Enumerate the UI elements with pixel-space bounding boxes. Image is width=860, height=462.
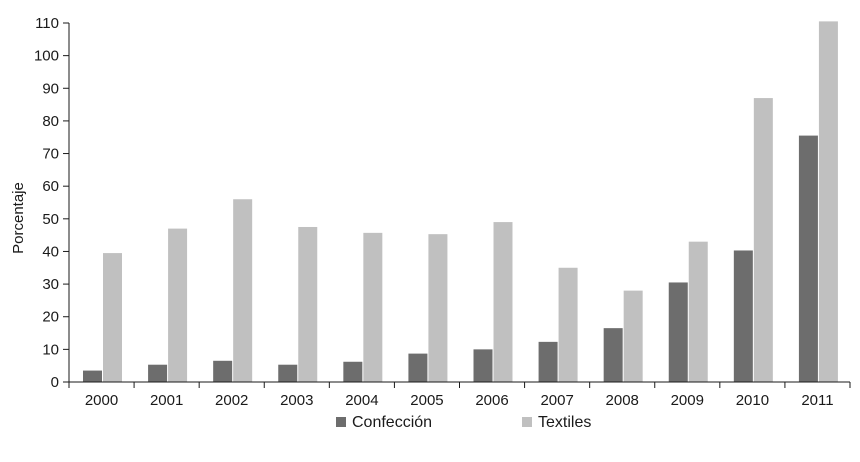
bar-textiles [559,268,578,382]
y-tick-label: 60 [42,178,59,195]
y-tick-label: 30 [42,276,59,293]
y-axis: 0 10 20 30 40 50 60 70 80 90 100 110 [34,15,69,391]
bar-textiles [103,253,122,382]
legend-label-confeccion: Confección [352,414,432,431]
x-tick-label: 2002 [215,392,248,409]
x-axis: 2000 2001 2002 2003 2004 2005 2006 2007 2008 2009… [69,382,850,409]
y-axis-title-group: Porcentaje [10,182,27,254]
bar-confeccion [539,342,558,382]
bar-confeccion [213,361,232,382]
bar-confeccion [343,362,362,382]
y-tick-label: 0 [51,374,59,391]
bar-textiles [819,21,838,382]
y-tick-label: 80 [42,113,59,130]
y-tick-label: 10 [42,341,59,358]
bar-textiles [363,233,382,382]
x-tick-label: 2006 [475,392,508,409]
bar-confeccion [148,365,167,382]
legend-label-textiles: Textiles [538,414,591,431]
x-tick-label: 2007 [540,392,573,409]
y-tick-label: 40 [42,243,59,260]
bar-confeccion [278,365,297,382]
bar-textiles [624,291,643,382]
bar-textiles [428,234,447,382]
x-tick-label: 2000 [85,392,118,409]
bar-textiles [298,227,317,382]
x-tick-label: 2011 [801,392,833,409]
y-tick-label: 100 [34,48,59,65]
x-tick-label: 2010 [736,392,769,409]
legend-swatch-confeccion [336,417,346,427]
x-tick-label: 2005 [410,392,443,409]
x-tick-label: 2004 [345,392,378,409]
y-axis-title: Porcentaje [10,182,27,254]
legend: Confección Textiles [336,414,591,431]
bar-textiles [494,222,513,382]
x-tick-label: 2003 [280,392,313,409]
bar-confeccion [734,250,753,382]
y-tick-label: 90 [42,80,59,97]
bar-confeccion [604,328,623,382]
x-tick-label: 2009 [671,392,704,409]
bar-confeccion [669,282,688,382]
bar-textiles [754,98,773,382]
bar-confeccion [799,136,818,382]
bar-textiles [233,199,252,382]
legend-swatch-textiles [522,417,532,427]
y-tick-label: 110 [35,15,59,32]
bar-confeccion [408,354,427,382]
x-tick-label: 2001 [150,392,183,409]
bar-textiles [168,229,187,382]
y-tick-label: 70 [42,146,59,163]
x-tick-label: 2008 [606,392,639,409]
y-tick-label: 20 [42,309,59,326]
bars [83,21,838,382]
bar-confeccion [83,371,102,382]
bar-textiles [689,242,708,382]
bar-confeccion [474,349,493,382]
y-tick-label: 50 [42,211,59,228]
